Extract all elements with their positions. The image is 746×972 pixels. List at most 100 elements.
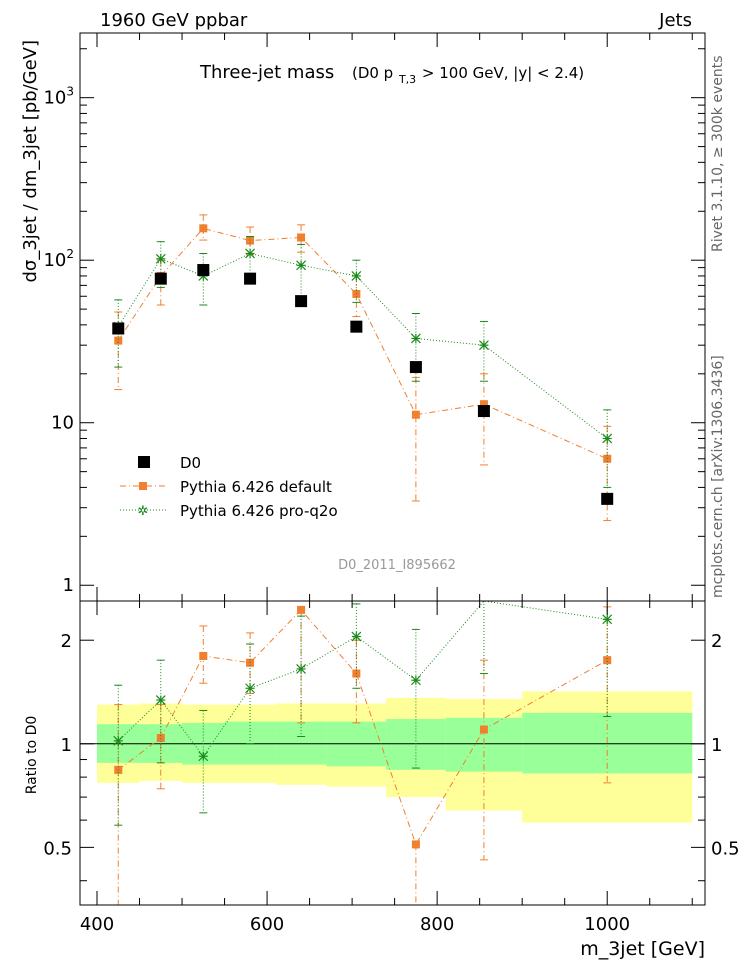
point-proq2o <box>478 340 489 351</box>
point-proq2o <box>296 260 307 271</box>
point-star-stroke <box>351 271 362 281</box>
ratio-ticks: 0.5 0.5 1 1 2 2 400 600 800 1000 <box>43 601 740 935</box>
header-left: 1960 GeV ppbar <box>100 10 248 31</box>
point-d0 <box>350 320 363 333</box>
point-proq2o <box>155 253 166 264</box>
plot-cuts-suffix: > 100 GeV, |y| < 2.4) <box>422 64 584 82</box>
point-proq2o <box>245 683 255 694</box>
point-star-stroke <box>602 433 613 444</box>
y-tick-label: 103 <box>43 85 74 109</box>
point-star-stroke <box>351 631 362 642</box>
side-url-label: mcplots.cern.ch [arXiv:1306.3436] <box>710 355 726 598</box>
point-star-stroke <box>198 751 209 762</box>
y-tick-label: 10 <box>51 413 74 434</box>
plot-cuts-prefix: (D0 p <box>352 64 393 82</box>
point-star-stroke <box>602 614 613 625</box>
point-proq2o <box>351 631 362 642</box>
point-d0 <box>601 492 614 505</box>
ratio-y-tick-label-left: 1 <box>61 735 72 756</box>
ratio-ylabel: Ratio to D0 <box>24 716 40 795</box>
ratio-x-tick-label: 600 <box>250 914 284 935</box>
point-proq2o <box>296 664 307 674</box>
legend-label-default: Pythia 6.426 default <box>180 478 332 496</box>
y-tick-label-exp: 3 <box>66 85 74 99</box>
ratio-bands <box>97 691 693 823</box>
point-proq2o <box>245 248 255 259</box>
point-d0 <box>477 405 490 418</box>
point-proq2o <box>155 695 166 705</box>
ratio-y-tick-label-right: 2 <box>711 631 722 652</box>
ratio-band-inner <box>275 721 327 765</box>
point-proq2o <box>113 735 124 746</box>
point-default <box>411 840 420 849</box>
ratio-frame <box>79 600 706 906</box>
legend-label-proq2o: Pythia 6.426 pro-q2o <box>180 502 338 520</box>
point-default <box>297 233 306 242</box>
point-proq2o <box>198 751 209 762</box>
point-star-stroke <box>478 340 489 351</box>
point-d0 <box>409 361 422 374</box>
y-tick-label-base: 10 <box>43 88 66 109</box>
ratio-x-tick-label: 400 <box>80 914 114 935</box>
series-line-proq2o <box>117 600 608 758</box>
main-ylabel: dσ_3jet / dm_3jet [pb/GeV] <box>20 40 41 283</box>
series-line-proq2o <box>117 252 608 439</box>
point-default <box>199 224 208 233</box>
legend-marker-d0 <box>138 456 150 468</box>
ratio-y-tick-label-left: 2 <box>61 631 72 652</box>
watermark: D0_2011_I895662 <box>338 558 456 573</box>
plot-cuts-sub: T,3 <box>398 73 416 86</box>
point-d0 <box>154 272 167 285</box>
series-line-default <box>117 227 608 460</box>
ratio-y-tick-label-left: 0.5 <box>43 838 72 859</box>
point-proq2o <box>351 271 362 281</box>
point-star-stroke <box>410 333 421 344</box>
side-rivet-label: Rivet 3.1.10, ≥ 300k events <box>710 55 726 252</box>
point-default <box>479 725 488 734</box>
ratio-series <box>113 600 613 906</box>
point-d0 <box>197 264 210 277</box>
point-default <box>297 605 306 614</box>
point-star-stroke <box>296 664 307 674</box>
point-default <box>246 236 255 245</box>
point-star-stroke <box>155 253 166 264</box>
point-d0 <box>295 295 308 308</box>
point-d0 <box>112 322 125 335</box>
point-proq2o <box>602 614 613 625</box>
ratio-band-inner <box>386 719 446 770</box>
point-star-stroke <box>245 248 255 259</box>
ratio-y-tick-label-right: 0.5 <box>711 838 740 859</box>
point-star-stroke <box>410 675 421 686</box>
ratio-x-tick-label: 1000 <box>584 914 630 935</box>
plot-title: Three-jet mass (D0 p T,3 > 100 GeV, |y| … <box>199 62 584 88</box>
point-star-stroke <box>155 695 166 705</box>
point-default <box>479 400 488 409</box>
point-star-stroke <box>245 683 255 694</box>
point-default <box>156 733 165 742</box>
point-d0 <box>244 272 257 285</box>
legend-marker-default <box>139 482 147 490</box>
y-tick-label-exp: 2 <box>66 247 74 261</box>
legend-label-d0: D0 <box>180 454 201 472</box>
legend-marker-proq2o: ✲ <box>138 504 149 519</box>
point-default <box>603 656 612 665</box>
point-proq2o <box>602 433 613 444</box>
ratio-x-tick-label: 800 <box>420 914 454 935</box>
series-line-default <box>117 609 608 846</box>
y-tick-label: 1 <box>63 575 74 596</box>
point-default <box>114 336 123 345</box>
ratio-y-tick-label-right: 1 <box>711 735 722 756</box>
y-tick-label-base: 10 <box>43 250 66 271</box>
point-proq2o <box>410 675 421 686</box>
point-star-stroke <box>113 735 124 746</box>
header-right: Jets <box>658 10 692 31</box>
ratio-xlabel: m_3jet [GeV] <box>580 938 705 960</box>
point-star-stroke <box>296 260 307 271</box>
point-default <box>411 410 420 419</box>
y-tick-label: 102 <box>43 247 74 271</box>
point-proq2o <box>410 333 421 344</box>
main-frame <box>79 32 706 602</box>
point-default <box>199 651 208 660</box>
main-series <box>112 214 614 522</box>
